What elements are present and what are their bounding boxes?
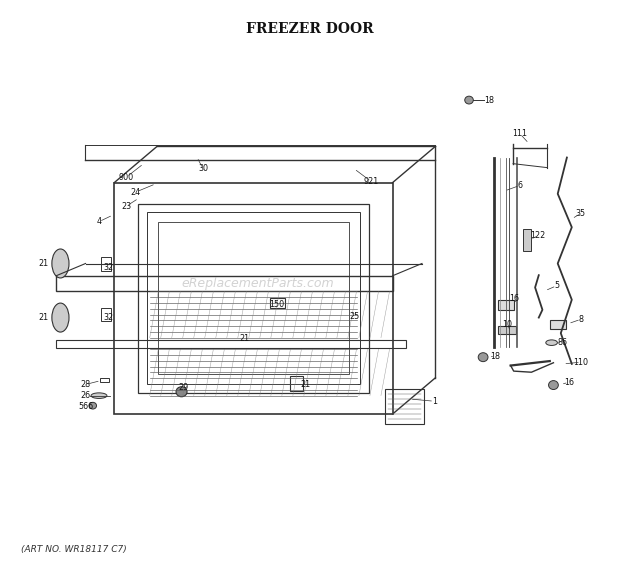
Text: 21: 21 (39, 313, 49, 322)
Text: 32: 32 (103, 263, 113, 272)
Bar (101, 307, 111, 321)
Bar (147, 212, 360, 384)
Circle shape (549, 380, 559, 389)
Text: FREEZER DOOR: FREEZER DOOR (246, 22, 374, 36)
Ellipse shape (52, 303, 69, 332)
Text: 122: 122 (531, 231, 546, 240)
Text: 18: 18 (490, 352, 500, 361)
Text: 25: 25 (349, 312, 359, 321)
Text: 6: 6 (517, 181, 522, 190)
Text: 26: 26 (81, 391, 91, 400)
Ellipse shape (52, 249, 69, 278)
Text: 150: 150 (269, 299, 284, 308)
Text: 32: 32 (103, 313, 113, 322)
Bar (157, 222, 349, 375)
Text: 21: 21 (300, 380, 310, 389)
Text: 921: 921 (363, 177, 379, 186)
Bar (551, 320, 566, 329)
Text: 566: 566 (78, 402, 93, 411)
Bar (101, 258, 111, 271)
Ellipse shape (546, 340, 557, 345)
Text: (ART NO. WR18117 C7): (ART NO. WR18117 C7) (21, 545, 127, 554)
Ellipse shape (91, 393, 107, 398)
Text: 4: 4 (97, 217, 102, 226)
Text: 86: 86 (557, 338, 568, 347)
Text: 8: 8 (578, 315, 583, 324)
Text: 21: 21 (239, 335, 250, 343)
Text: 23: 23 (122, 201, 131, 211)
Bar (270, 298, 285, 307)
Bar (56, 276, 392, 291)
Text: 30: 30 (198, 164, 208, 173)
Text: 10: 10 (503, 320, 513, 329)
Circle shape (478, 353, 488, 362)
Circle shape (89, 402, 97, 409)
Text: 29: 29 (179, 383, 188, 392)
Text: 110: 110 (574, 358, 588, 367)
Text: 16: 16 (508, 294, 519, 303)
Text: 21: 21 (39, 259, 49, 268)
Text: 35: 35 (576, 209, 586, 218)
Circle shape (465, 96, 473, 104)
Bar (498, 301, 515, 310)
Text: 24: 24 (131, 187, 141, 196)
Bar (290, 376, 303, 391)
Bar (100, 378, 108, 381)
Text: 1: 1 (432, 397, 436, 406)
Text: eReplacementParts.com: eReplacementParts.com (182, 277, 334, 289)
Bar (56, 340, 406, 348)
Bar (523, 229, 531, 251)
Bar (498, 327, 515, 335)
Text: 900: 900 (119, 173, 134, 182)
Text: 16: 16 (564, 378, 574, 387)
Text: 18: 18 (484, 96, 494, 105)
Bar (385, 389, 424, 423)
Circle shape (176, 387, 187, 397)
Text: 5: 5 (554, 281, 559, 290)
Bar (114, 183, 392, 414)
Text: 28: 28 (81, 380, 91, 389)
Bar (138, 204, 370, 393)
Text: 111: 111 (512, 129, 527, 138)
